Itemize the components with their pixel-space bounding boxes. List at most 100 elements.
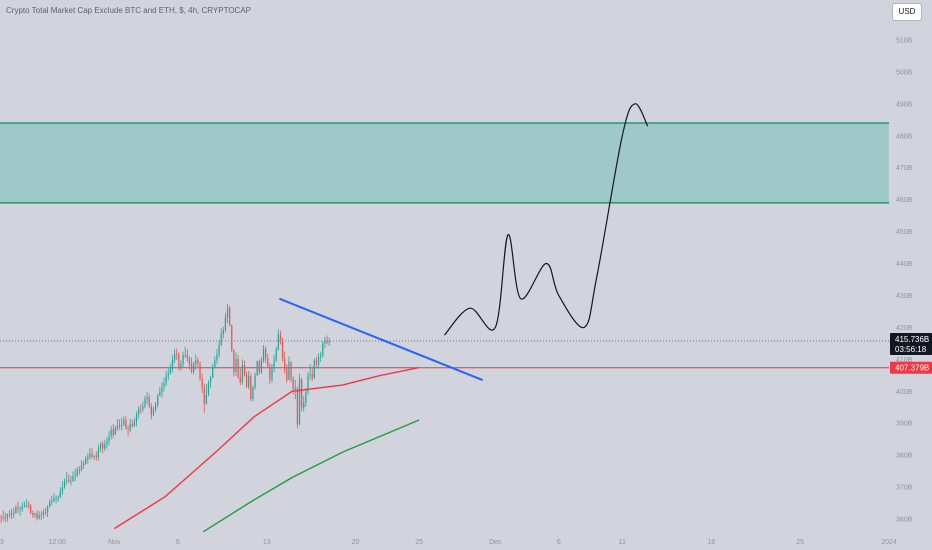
candle — [188, 355, 191, 370]
candle-body — [91, 453, 93, 458]
candle-body — [133, 421, 136, 426]
candle-body — [34, 512, 36, 516]
projection-path — [444, 103, 649, 336]
candle — [165, 370, 167, 387]
moving-average-green — [202, 419, 420, 533]
candle-body — [199, 363, 201, 379]
candle-body — [265, 348, 267, 359]
candle-body — [193, 363, 195, 372]
candle — [40, 511, 42, 521]
candle — [320, 351, 322, 362]
candle-body — [148, 397, 150, 407]
candle — [108, 431, 110, 446]
candle-body — [313, 360, 315, 378]
drawings — [279, 103, 649, 382]
candle — [66, 471, 68, 485]
candle — [275, 346, 277, 362]
candle-body — [188, 358, 191, 365]
candle-body — [218, 344, 220, 355]
candle-body — [121, 424, 123, 426]
x-tick-label: 18 — [707, 539, 715, 546]
candle — [129, 418, 131, 433]
candle-body — [224, 317, 227, 330]
candle-body — [216, 354, 218, 361]
candle-body — [13, 512, 15, 514]
currency-button[interactable]: USD — [892, 3, 922, 21]
candle-body — [229, 308, 231, 326]
candle — [152, 406, 155, 417]
x-tick-label: 23 — [0, 539, 4, 546]
candle-body — [15, 507, 17, 513]
candle — [209, 375, 212, 389]
x-tick-label: 25 — [415, 539, 423, 546]
chart-title: Crypto Total Market Cap Exclude BTC and … — [6, 6, 251, 15]
candle-body — [30, 505, 32, 513]
candle — [300, 377, 303, 412]
candle-body — [135, 414, 138, 422]
candle — [99, 442, 102, 452]
candle-body — [178, 354, 180, 368]
trendline — [279, 297, 483, 382]
candle — [53, 493, 55, 503]
candle-body — [25, 505, 28, 507]
candle — [118, 419, 121, 430]
resistance-zone — [0, 123, 889, 203]
candle-body — [271, 368, 273, 380]
candle-body — [288, 361, 290, 380]
candle-body — [212, 367, 214, 378]
candle — [303, 395, 305, 412]
candle — [182, 351, 184, 368]
candle-body — [129, 423, 131, 430]
candle — [250, 373, 252, 401]
y-tick-label: 360B — [896, 517, 913, 524]
candle-body — [68, 479, 70, 482]
candle — [91, 448, 93, 459]
candle-body — [326, 340, 328, 343]
candle — [322, 341, 324, 358]
candle — [176, 348, 178, 360]
candle — [150, 403, 152, 420]
candle-body — [182, 355, 184, 364]
candle-body — [0, 516, 2, 518]
candle — [70, 475, 72, 486]
candle-body — [250, 376, 252, 399]
candle — [214, 356, 216, 369]
candle — [241, 359, 243, 385]
candle — [309, 364, 311, 381]
x-tick-label: 13 — [263, 539, 271, 546]
candle-body — [89, 453, 91, 457]
candle — [307, 372, 309, 395]
y-tick-label: 410B — [896, 357, 913, 364]
candle — [286, 364, 288, 383]
candle — [11, 509, 13, 520]
price-axis[interactable]: 510B 500B 490B 480B 470B 460B 450B 440B 430B 420B… — [889, 0, 932, 550]
candle — [89, 448, 91, 460]
candle-body — [284, 359, 286, 369]
candle-body — [82, 463, 85, 466]
candle-body — [303, 403, 305, 408]
candle — [21, 502, 23, 513]
candle — [243, 360, 246, 377]
candle-body — [220, 333, 222, 345]
candle — [97, 444, 100, 461]
time-axis[interactable]: 23 12:00 Nov 6 13 20 25 Dec 6 11 18 25 2024 — [0, 535, 932, 550]
candle-body — [146, 397, 148, 399]
candle-body — [61, 487, 64, 492]
candle-body — [203, 388, 205, 404]
candle — [294, 379, 296, 400]
candle — [267, 353, 269, 368]
candle-body — [298, 379, 301, 425]
candle-body — [159, 392, 161, 397]
candle-body — [17, 507, 19, 510]
candle-body — [226, 308, 229, 318]
candle-body — [290, 361, 292, 380]
candle-body — [233, 350, 235, 373]
candle — [245, 371, 248, 389]
candle-body — [131, 423, 133, 426]
candle — [131, 419, 133, 429]
candle — [226, 303, 229, 324]
candle — [82, 460, 85, 469]
candle-body — [78, 469, 81, 471]
